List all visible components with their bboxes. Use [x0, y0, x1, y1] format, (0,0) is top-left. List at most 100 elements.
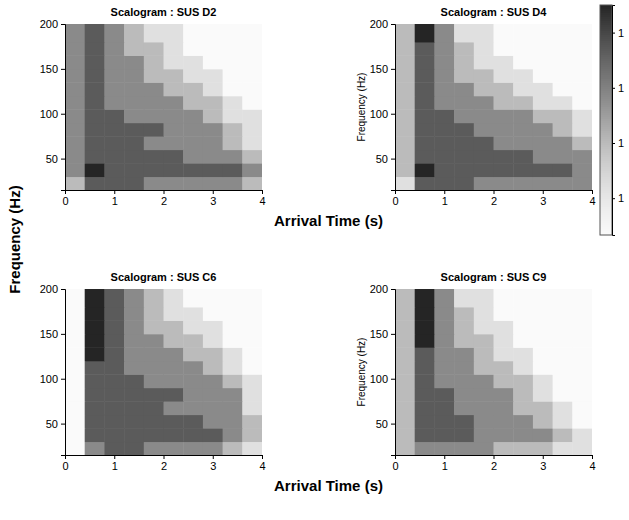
- tick-mark: [61, 24, 65, 25]
- tick-mark: [213, 190, 214, 194]
- cell: [474, 55, 494, 69]
- tick: 4: [589, 455, 595, 472]
- tick: 0: [62, 455, 68, 472]
- cell: [223, 307, 243, 321]
- tick: 100: [370, 373, 395, 385]
- cell: [454, 307, 474, 321]
- cell: [572, 150, 592, 164]
- cell: [104, 24, 124, 42]
- tick-label: 2: [491, 195, 497, 207]
- colorbar-frame: [600, 5, 612, 235]
- cell: [474, 307, 494, 321]
- cell: [65, 82, 85, 96]
- cell: [454, 136, 474, 150]
- cell: [223, 388, 243, 402]
- cell: [415, 320, 435, 334]
- tick: 200: [40, 18, 65, 30]
- cell: [434, 150, 454, 164]
- cell: [415, 136, 435, 150]
- axis-line: [396, 456, 593, 460]
- cell: [454, 150, 474, 164]
- tick-label: 150: [370, 63, 388, 75]
- cell: [104, 42, 124, 56]
- cell: [494, 96, 514, 110]
- cell: [104, 123, 124, 137]
- cell: [513, 82, 533, 96]
- cell: [474, 42, 494, 56]
- cell: [572, 428, 592, 442]
- cell: [183, 388, 203, 402]
- tick-mark: [612, 88, 615, 89]
- cell: [104, 415, 124, 429]
- cell: [124, 374, 144, 388]
- cell: [395, 69, 415, 83]
- cell: [65, 401, 85, 415]
- tick: 100: [370, 108, 395, 120]
- cell: [164, 347, 184, 361]
- tick-label: 3: [210, 460, 216, 472]
- cell: [85, 109, 105, 123]
- cell: [144, 123, 164, 137]
- cell: [572, 347, 592, 361]
- tick-label: 100: [40, 108, 58, 120]
- cell: [572, 163, 592, 177]
- cell: [434, 123, 454, 137]
- cell: [395, 361, 415, 375]
- cell: [164, 289, 184, 307]
- tick-label: 1: [442, 195, 448, 207]
- cell: [513, 177, 533, 190]
- cell: [242, 109, 262, 123]
- tick-label: 4: [589, 460, 595, 472]
- cell: [434, 42, 454, 56]
- cell: [104, 82, 124, 96]
- tick-label: 50: [376, 153, 388, 165]
- y-axis: 50100150200: [40, 283, 66, 455]
- cell: [203, 289, 223, 307]
- cell: [494, 42, 514, 56]
- cell: [124, 150, 144, 164]
- cell: [553, 69, 573, 83]
- cell: [434, 428, 454, 442]
- cell: [104, 320, 124, 334]
- cell: [223, 347, 243, 361]
- cell: [572, 415, 592, 429]
- cell: [474, 163, 494, 177]
- tick: 200: [370, 283, 395, 295]
- cell: [124, 24, 144, 42]
- cell: [494, 415, 514, 429]
- cell: [65, 289, 85, 307]
- tick-mark: [543, 455, 544, 459]
- tick: 100: [40, 108, 65, 120]
- cell: [85, 289, 105, 307]
- cell: [513, 347, 533, 361]
- cell: [242, 361, 262, 375]
- cell: [242, 24, 262, 42]
- cell: [513, 320, 533, 334]
- cell: [513, 374, 533, 388]
- tick-mark: [612, 143, 615, 144]
- cell: [223, 109, 243, 123]
- tick: 1: [612, 82, 624, 94]
- cell: [144, 96, 164, 110]
- cell: [223, 24, 243, 42]
- cell: [572, 96, 592, 110]
- cell: [242, 307, 262, 321]
- cell: [164, 69, 184, 83]
- cell: [144, 307, 164, 321]
- tick-mark: [391, 159, 395, 160]
- tick-mark: [391, 24, 395, 25]
- cell: [553, 150, 573, 164]
- cell: [494, 150, 514, 164]
- cell: [223, 82, 243, 96]
- cell: [454, 442, 474, 455]
- cell: [144, 177, 164, 190]
- cell: [164, 150, 184, 164]
- cell: [104, 96, 124, 110]
- cell: [415, 82, 435, 96]
- cell: [572, 388, 592, 402]
- tick-mark: [114, 190, 115, 194]
- cell: [242, 347, 262, 361]
- cell: [533, 96, 553, 110]
- cell: [242, 320, 262, 334]
- cell: [124, 388, 144, 402]
